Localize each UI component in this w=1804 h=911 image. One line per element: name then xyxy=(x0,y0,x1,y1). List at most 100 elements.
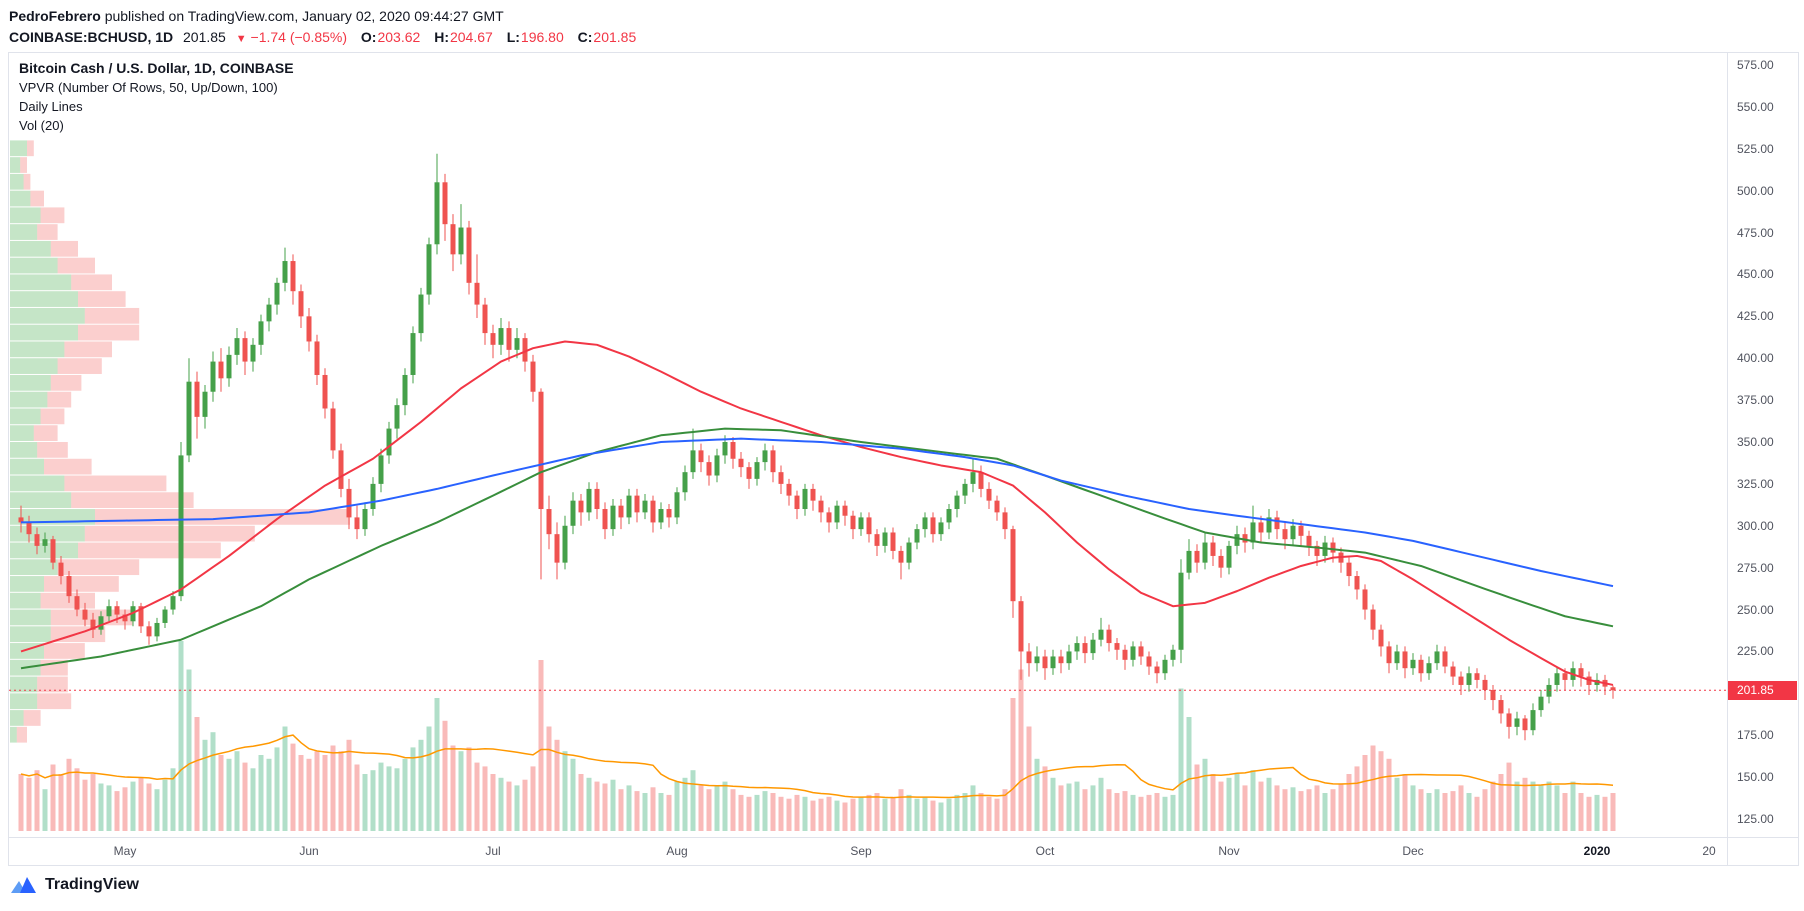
candle xyxy=(1162,654,1168,680)
candle xyxy=(906,537,912,570)
high-label: H: xyxy=(434,29,449,45)
candle xyxy=(1530,703,1536,736)
vpvr-row xyxy=(10,592,95,609)
volume-bar xyxy=(1482,789,1488,831)
volume-bar xyxy=(826,796,832,831)
volume-bar xyxy=(154,789,160,831)
volume-bar xyxy=(1202,758,1208,831)
volume-bar xyxy=(1554,785,1560,831)
volume-bar xyxy=(242,762,248,831)
candle xyxy=(1378,624,1384,657)
candle xyxy=(346,478,352,530)
candle xyxy=(1090,633,1096,660)
candle xyxy=(938,517,944,541)
candle xyxy=(554,522,560,580)
daily-line-blue-ma xyxy=(20,437,1614,588)
price-tick-label: 475.00 xyxy=(1737,225,1774,240)
vpvr-row xyxy=(10,374,82,391)
price-tick-label: 550.00 xyxy=(1737,99,1774,114)
price-tick-label: 175.00 xyxy=(1737,728,1774,743)
volume-bar xyxy=(850,798,856,831)
candle xyxy=(778,465,784,494)
volume-bar xyxy=(1570,781,1576,831)
tradingview-logo xyxy=(11,877,36,893)
candle xyxy=(1514,711,1520,736)
candle xyxy=(930,512,936,543)
candle xyxy=(202,385,208,429)
candle xyxy=(1426,656,1432,680)
candle xyxy=(90,612,96,639)
volume-bar xyxy=(1002,789,1008,831)
legend-indicator-daily-lines[interactable]: Daily Lines xyxy=(19,99,83,114)
volume-bar xyxy=(858,796,864,831)
candlestick-plot[interactable] xyxy=(9,53,1727,837)
volume-bar xyxy=(1186,717,1192,831)
volume-bar xyxy=(1162,796,1168,831)
price-tick-label: 125.00 xyxy=(1737,812,1774,826)
volume-bar xyxy=(1194,764,1200,831)
candle xyxy=(266,297,272,332)
volume-bar xyxy=(1418,789,1424,831)
volume-bar xyxy=(138,777,144,831)
publish-text: published on TradingView.com, January 02… xyxy=(100,8,504,24)
volume-bar xyxy=(890,796,896,831)
candle xyxy=(490,324,496,359)
candle xyxy=(914,524,920,550)
candle xyxy=(442,173,448,241)
volume-bar xyxy=(690,770,696,831)
volume-bar xyxy=(754,794,760,831)
candle xyxy=(690,428,696,479)
candle xyxy=(1266,509,1272,540)
symbol-name[interactable]: COINBASE:BCHUSD, 1D xyxy=(9,29,174,45)
chart-container[interactable]: Bitcoin Cash / U.S. Dollar, 1D, COINBASE… xyxy=(8,52,1799,866)
candle xyxy=(642,493,648,520)
legend-indicator-vol[interactable]: Vol (20) xyxy=(19,118,64,133)
volume-bar xyxy=(714,785,720,831)
candle xyxy=(610,498,616,536)
price-axis[interactable]: 575.00 550.00 525.00 500.00 475.00 450.00 425.… xyxy=(1727,53,1798,837)
candle xyxy=(1338,547,1344,573)
volume-bar xyxy=(1386,758,1392,831)
volume-bar xyxy=(1210,774,1216,831)
legend-indicator-vpvr[interactable]: VPVR (Number Of Rows, 50, Up/Down, 100) xyxy=(19,80,278,95)
candle xyxy=(338,443,344,498)
candle xyxy=(1442,646,1448,674)
author-name[interactable]: PedroFebrero xyxy=(9,8,101,24)
vpvr-row xyxy=(10,676,68,693)
publish-info: PedroFebrero published on TradingView.co… xyxy=(9,8,504,24)
volume-bar xyxy=(1258,781,1264,831)
candle xyxy=(178,442,184,602)
volume-bar xyxy=(538,660,544,831)
volume-bar xyxy=(1426,793,1432,831)
volume-bar xyxy=(938,802,944,831)
volume-bar xyxy=(226,758,232,831)
volume-bar xyxy=(1298,791,1304,831)
legend-symbol-title[interactable]: Bitcoin Cash / U.S. Dollar, 1D, COINBASE xyxy=(19,60,294,76)
time-tick-label: 20 xyxy=(1702,844,1716,858)
volume-bar xyxy=(346,739,352,831)
volume-bar xyxy=(26,777,32,831)
vpvr-row xyxy=(10,291,126,307)
candle xyxy=(1346,557,1352,587)
price-tick-label: 500.00 xyxy=(1737,183,1774,198)
price-tick-label: 225.00 xyxy=(1737,644,1774,659)
volume-bar xyxy=(1058,785,1064,831)
candle xyxy=(138,602,144,634)
candle xyxy=(1066,644,1072,670)
time-axis[interactable]: May Jun Jul Aug Sep Oct Nov Dec 2020 20 xyxy=(9,837,1727,865)
volume-bar xyxy=(1010,698,1016,831)
volume-bar xyxy=(1138,796,1144,831)
candle xyxy=(1026,643,1032,677)
volume-bar xyxy=(1082,789,1088,831)
candle xyxy=(1122,644,1128,670)
candle xyxy=(1202,532,1208,570)
candle xyxy=(858,512,864,536)
volume-bar xyxy=(762,791,768,831)
candle xyxy=(330,401,336,459)
tradingview-footer[interactable]: TradingView xyxy=(10,874,139,896)
candle xyxy=(1586,671,1592,696)
volume-bar xyxy=(746,796,752,831)
candle xyxy=(1386,641,1392,674)
time-tick-label: May xyxy=(113,844,137,858)
candle xyxy=(434,153,440,255)
